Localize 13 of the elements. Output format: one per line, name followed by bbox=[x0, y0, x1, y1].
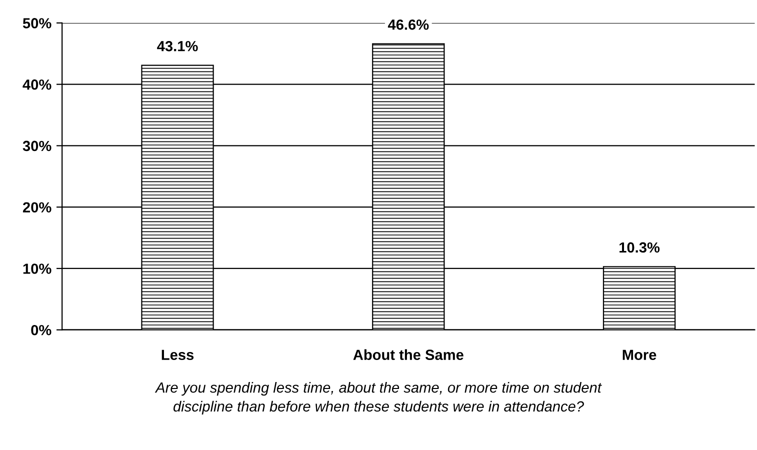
y-tick-label: 10% bbox=[23, 264, 52, 274]
data-label: 10.3% bbox=[620, 242, 660, 253]
y-tick-label: 20% bbox=[22, 202, 52, 213]
y-tick-label: 40% bbox=[22, 79, 52, 90]
x-tick-label: Less bbox=[162, 350, 194, 360]
data-label: 46.6% bbox=[388, 20, 429, 30]
text: Are you spending less time, about the same, or more time on student discipline than before when these students were in attendance? bbox=[154, 382, 602, 414]
y-tick-label: 30% bbox=[22, 140, 52, 152]
data-label: 43.1% bbox=[157, 40, 198, 52]
x-tick-label: About the Same bbox=[353, 349, 464, 360]
x-tick-label: More bbox=[622, 350, 656, 360]
y-tick-label: 50% bbox=[22, 18, 52, 28]
y-tick-label: 0% bbox=[31, 324, 52, 336]
